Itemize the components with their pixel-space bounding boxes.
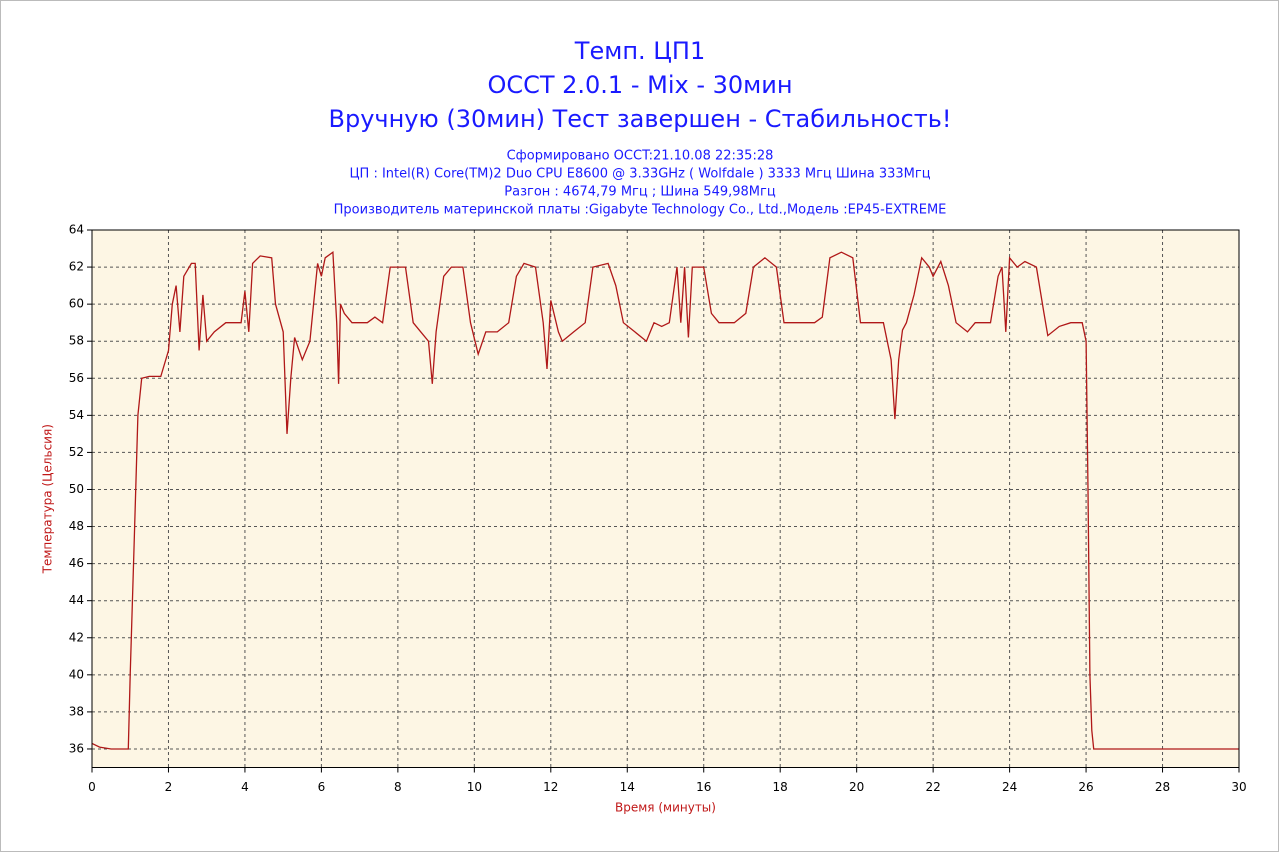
y-tick-label: 40 — [69, 667, 84, 681]
x-tick-label: 10 — [467, 780, 482, 794]
x-tick-label: 6 — [318, 780, 326, 794]
y-tick-label: 64 — [69, 223, 84, 237]
x-tick-label: 12 — [543, 780, 558, 794]
y-tick-label: 60 — [69, 297, 84, 311]
x-tick-label: 20 — [849, 780, 864, 794]
x-tick-label: 8 — [394, 780, 402, 794]
x-tick-label: 18 — [773, 780, 788, 794]
x-tick-label: 30 — [1231, 780, 1246, 794]
chart-info: Разгон : 4674,79 Мгц ; Шина 549,98Мгц — [504, 185, 776, 200]
x-tick-label: 16 — [696, 780, 711, 794]
y-tick-label: 44 — [69, 593, 84, 607]
x-tick-label: 28 — [1155, 780, 1170, 794]
x-tick-label: 26 — [1078, 780, 1093, 794]
x-axis-label: Время (минуты) — [615, 801, 716, 815]
chart-title: Темп. ЦП1 — [574, 37, 705, 65]
x-tick-label: 4 — [241, 780, 249, 794]
y-axis-label: Температура (Цельсия) — [41, 424, 55, 574]
plot-area — [91, 229, 1240, 768]
y-tick-label: 56 — [69, 371, 84, 385]
chart-info: ЦП : Intel(R) Core(TM)2 Duo CPU E8600 @ … — [349, 167, 930, 182]
chart-title: OCCT 2.0.1 - Mix - 30мин — [487, 71, 792, 99]
x-tick-label: 24 — [1002, 780, 1017, 794]
chart-title: Вручную (30мин) Тест завершен - Стабильн… — [329, 105, 952, 133]
x-tick-label: 2 — [165, 780, 173, 794]
plot-border — [91, 229, 1240, 768]
x-tick-label: 22 — [925, 780, 940, 794]
y-tick-label: 62 — [69, 260, 84, 274]
y-tick-label: 46 — [69, 556, 84, 570]
x-tick-label: 0 — [88, 780, 96, 794]
y-tick-label: 52 — [69, 445, 84, 459]
y-tick-label: 42 — [69, 630, 84, 644]
y-tick-label: 36 — [69, 741, 84, 755]
chart-info: Сформировано OCCT:21.10.08 22:35:28 — [507, 149, 774, 164]
y-tick-label: 54 — [69, 408, 84, 422]
y-tick-label: 48 — [69, 519, 84, 533]
x-tick-label: 14 — [620, 780, 635, 794]
chart-info: Производитель материнской платы :Gigabyt… — [334, 203, 947, 218]
y-tick-label: 50 — [69, 482, 84, 496]
y-tick-label: 58 — [69, 334, 84, 348]
y-tick-label: 38 — [69, 704, 84, 718]
data-line — [91, 250, 1239, 750]
